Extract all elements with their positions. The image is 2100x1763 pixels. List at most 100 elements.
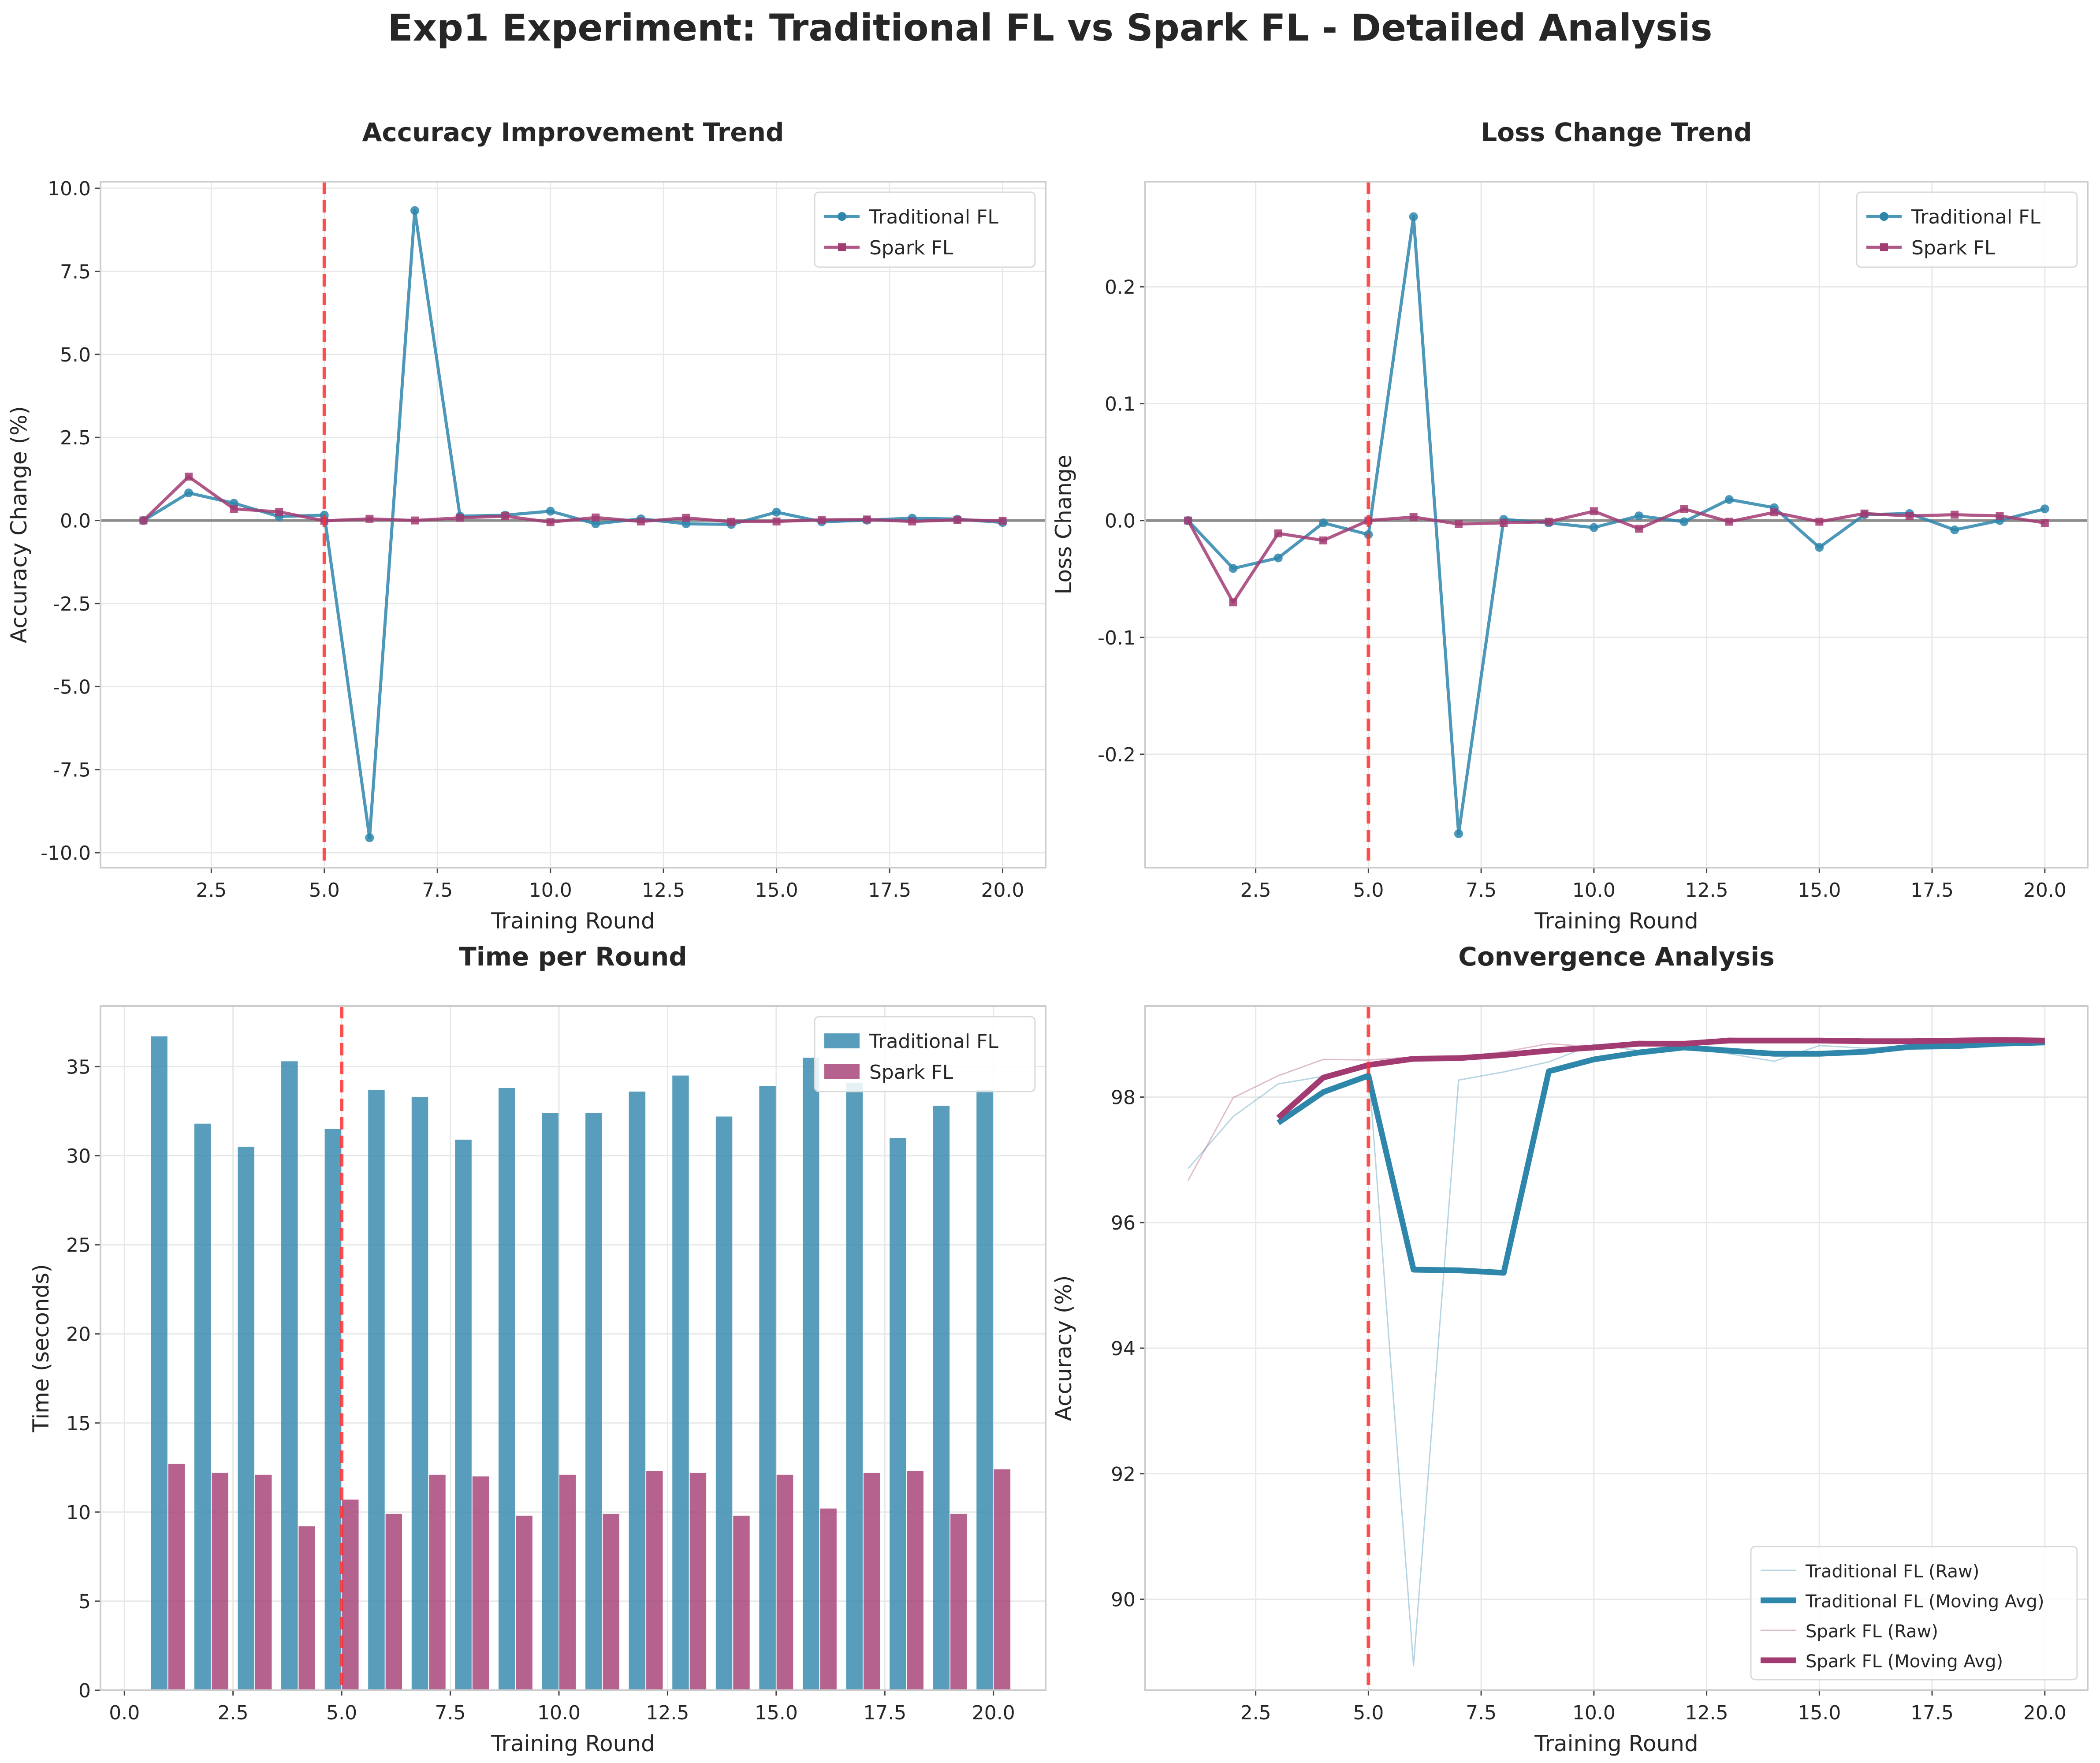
spark-fl-point <box>1680 505 1688 513</box>
traditional-fl-point <box>1229 564 1238 573</box>
x-tick-label: 17.5 <box>863 1702 906 1724</box>
x-tick-label: 7.5 <box>1466 879 1497 902</box>
y-tick-label: 7.5 <box>60 261 91 283</box>
y-tick-label: 90 <box>1111 1589 1136 1611</box>
traditional-fl-legend-swatch <box>824 1033 860 1048</box>
spark-fl-bar <box>733 1515 750 1690</box>
y-tick-label: 15 <box>66 1413 91 1435</box>
x-tick-label: 5.0 <box>1353 879 1384 902</box>
spark-fl-bar <box>994 1469 1011 1690</box>
traditional-fl-raw-legend-label: Traditional FL (Raw) <box>1805 1562 1979 1582</box>
y-tick-label: 5.0 <box>60 344 91 366</box>
spark-fl-bar <box>342 1499 359 1690</box>
traditional-fl-legend-label: Traditional FL <box>869 1030 998 1053</box>
traditional-fl-line <box>1187 215 2045 835</box>
legend-box <box>1750 1546 2078 1681</box>
traditional-fl-point <box>772 507 781 517</box>
traditional-fl-legend-marker <box>838 212 846 221</box>
spark-fl-point <box>592 513 600 522</box>
x-tick-label: 12.5 <box>642 879 685 902</box>
spark-fl-point <box>501 512 510 520</box>
spark-fl-point <box>1590 507 1598 515</box>
y-tick-label: -0.2 <box>1098 744 1136 766</box>
y-tick-label: -0.1 <box>1098 627 1136 649</box>
spark-fl-point <box>1770 508 1779 517</box>
traditional-fl-line <box>142 209 1003 839</box>
spark-fl-moving-avg-legend-label: Spark FL (Moving Avg) <box>1806 1651 2003 1672</box>
spark-fl-legend-marker <box>1880 243 1888 251</box>
y-tick-label: -5.0 <box>53 676 91 698</box>
y-axis-label: Accuracy Change (%) <box>6 406 32 643</box>
convergence-chart: 2.5 5.0 7.5 10.0 12.5 15.0 17.5 20.0 90 92 94 96 98 C… <box>1051 942 2089 1756</box>
accuracy-change-chart: 2.5 5.0 7.5 10.0 12.5 15.0 17.5 20.0 -10.0 -7.5 -5… <box>6 117 1046 934</box>
spark-fl-point <box>1996 512 2004 520</box>
x-tick-label: 10.0 <box>1572 879 1616 902</box>
traditional-fl-bar <box>585 1113 602 1690</box>
spark-fl-bar <box>385 1513 402 1690</box>
spark-fl-point <box>546 518 555 526</box>
y-tick-label: 2.5 <box>60 427 91 449</box>
traditional-fl-point <box>1950 525 1959 534</box>
spark-fl-point <box>1815 518 1824 526</box>
spark-fl-bar <box>603 1513 619 1690</box>
spark-fl-line <box>1187 507 2045 604</box>
x-tick-label: 5.0 <box>326 1702 357 1724</box>
plot-frame <box>1144 181 2089 868</box>
traditional-fl-bar <box>151 1036 168 1690</box>
spark-fl-point <box>1951 511 1959 519</box>
y-axis-label: Accuracy (%) <box>1051 1275 1076 1421</box>
spark-fl-point <box>230 505 238 513</box>
spark-fl-bar <box>516 1515 532 1690</box>
spark-fl-legend-marker <box>838 243 846 251</box>
spark-fl-point <box>998 517 1007 525</box>
spark-fl-point <box>1274 529 1282 537</box>
y-tick-label: 0 <box>78 1680 91 1702</box>
traditional-fl-point <box>1273 553 1283 563</box>
chart-title: Accuracy Improvement Trend <box>362 117 784 147</box>
spark-fl-bar <box>863 1472 880 1690</box>
spark-fl-bar <box>689 1472 707 1690</box>
traditional-fl-bar <box>281 1061 298 1690</box>
y-tick-label: -10.0 <box>41 842 91 865</box>
y-axis-label: Time (seconds) <box>28 1264 54 1433</box>
spark-fl-bar <box>429 1474 446 1690</box>
plot-frame <box>100 1005 1046 1691</box>
y-tick-label: 92 <box>1111 1463 1136 1486</box>
traditional-fl-bar <box>890 1138 906 1690</box>
x-tick-label: 2.5 <box>1240 879 1271 902</box>
spark-fl-point <box>1905 512 1914 520</box>
spark-fl-point <box>908 517 916 526</box>
traditional-fl-bar <box>672 1075 689 1690</box>
traditional-fl-bar <box>324 1129 342 1690</box>
x-tick-label: 2.5 <box>1240 1702 1271 1724</box>
spark-fl-point <box>953 516 961 524</box>
traditional-fl-bar <box>368 1089 385 1690</box>
y-tick-label: 30 <box>66 1145 91 1168</box>
x-axis-label: Training Round <box>1534 1731 1698 1756</box>
spark-fl-point <box>1500 519 1508 527</box>
x-axis-label: Training Round <box>491 908 655 934</box>
x-tick-label: 15.0 <box>1798 879 1841 902</box>
legend: Traditional FL Spark FL <box>814 1016 1036 1092</box>
spark-fl-line <box>142 475 1003 524</box>
spark-fl-point <box>1635 525 1643 533</box>
spark-fl-point <box>637 517 645 526</box>
x-tick-label: 12.5 <box>1685 1702 1728 1724</box>
y-tick-label: -7.5 <box>53 759 91 782</box>
spark-fl-point <box>456 514 464 522</box>
traditional-fl-legend-label: Traditional FL <box>1911 206 2040 228</box>
traditional-fl-point <box>1679 517 1689 526</box>
x-tick-label: 0.0 <box>109 1702 140 1724</box>
x-tick-label: 10.0 <box>529 879 572 902</box>
x-tick-label: 7.5 <box>1466 1702 1497 1724</box>
traditional-fl-bar <box>498 1088 515 1690</box>
plot-frame <box>1144 1005 2089 1691</box>
y-tick-label: -2.5 <box>53 593 91 615</box>
traditional-fl-bar <box>976 1089 993 1690</box>
chart-title: Convergence Analysis <box>1458 942 1774 972</box>
spark-fl-point <box>185 473 193 481</box>
spark-fl-point <box>727 518 736 526</box>
spark-fl-point <box>1409 513 1418 521</box>
traditional-fl-point <box>1319 518 1328 528</box>
spark-fl-bar <box>820 1508 837 1690</box>
